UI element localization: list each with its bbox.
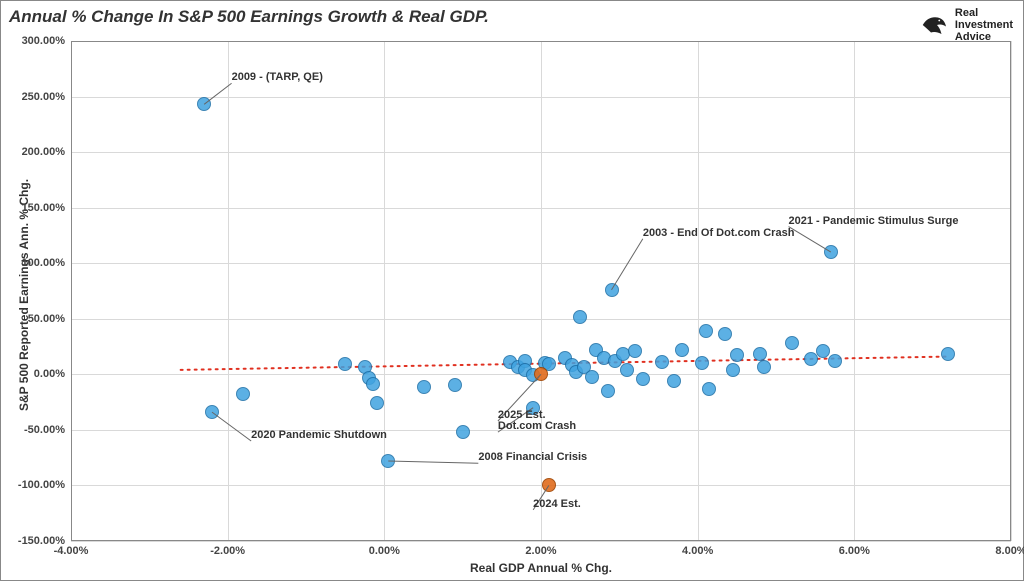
y-tick-label: -50.00% [24,424,65,436]
data-point [726,363,740,377]
data-point [675,343,689,357]
annotation-label: 2020 Pandemic Shutdown [251,429,387,441]
data-point [785,336,799,350]
data-point [542,478,556,492]
y-tick-label: 250.00% [22,91,65,103]
data-point [655,355,669,369]
plot-area: 2009 - (TARP, QE) 2003 - End Of Dot.com C… [71,41,1011,541]
data-point [824,245,838,259]
data-point [534,367,548,381]
y-tick-label: 0.00% [34,368,65,380]
data-point [601,384,615,398]
logo-line2: Investment [955,19,1013,31]
y-tick-label: 150.00% [22,202,65,214]
data-point [605,283,619,297]
data-point [730,348,744,362]
x-tick-label: 4.00% [682,545,713,557]
grid-horizontal [71,541,1011,542]
data-point [699,324,713,338]
x-tick-label: 8.00% [995,545,1024,557]
data-point [381,454,395,468]
data-point [695,356,709,370]
data-point [366,377,380,391]
data-point [236,387,250,401]
data-point [941,347,955,361]
data-point [718,327,732,341]
logo-text: Real Investment Advice [955,7,1013,43]
trendline [71,41,1011,541]
annotation-label: 2003 - End Of Dot.com Crash [643,227,795,239]
annotation-label: Dot.com Crash [498,420,576,432]
logo-line1: Real [955,7,1013,19]
data-point [620,363,634,377]
annotation-label: 2021 - Pandemic Stimulus Surge [789,215,959,227]
data-point [417,380,431,394]
data-point [816,344,830,358]
data-point [667,374,681,388]
x-tick-label: -2.00% [210,545,245,557]
y-axis-title: S&P 500 Reported Earnings Ann. % Chg. [17,179,31,411]
grid-vertical [1011,41,1012,541]
data-point [828,354,842,368]
chart-title: Annual % Change In S&P 500 Earnings Grow… [9,7,489,27]
y-tick-label: 300.00% [22,35,65,47]
annotation-label: 2024 Est. [533,498,581,510]
brand-logo: Real Investment Advice [919,7,1013,43]
x-tick-label: 0.00% [369,545,400,557]
data-point [628,344,642,358]
data-point [573,310,587,324]
x-tick-label: 6.00% [839,545,870,557]
data-point [702,382,716,396]
x-axis-title: Real GDP Annual % Chg. [470,561,612,575]
data-point [757,360,771,374]
annotation-label: 2009 - (TARP, QE) [232,71,323,83]
y-tick-label: 100.00% [22,257,65,269]
chart-frame: Annual % Change In S&P 500 Earnings Grow… [0,0,1024,581]
data-point [338,357,352,371]
data-point [205,405,219,419]
y-tick-label: -100.00% [18,479,65,491]
data-point [370,396,384,410]
data-point [197,97,211,111]
annotation-label: 2008 Financial Crisis [478,451,587,463]
data-point [456,425,470,439]
x-tick-label: 2.00% [525,545,556,557]
eagle-icon [919,10,949,40]
data-point [448,378,462,392]
y-tick-label: 200.00% [22,146,65,158]
data-point [636,372,650,386]
y-tick-label: 50.00% [28,313,65,325]
data-point [585,370,599,384]
y-tick-label: -150.00% [18,535,65,547]
